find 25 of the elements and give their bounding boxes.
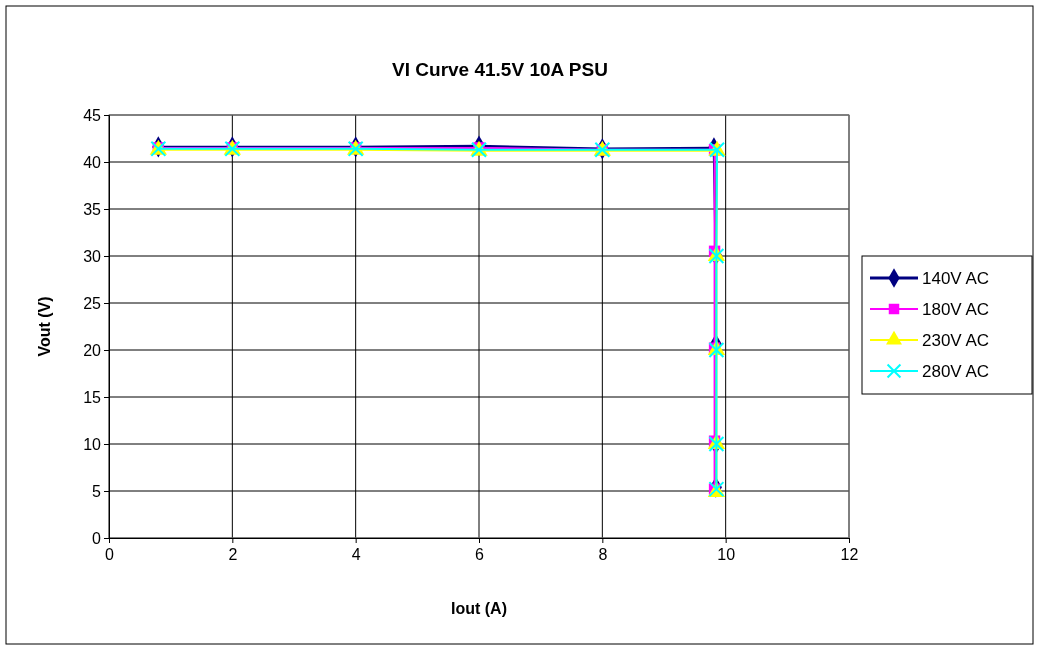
- legend-label: 140V AC: [922, 269, 990, 288]
- y-tick-label: 45: [83, 106, 102, 124]
- legend-label: 180V AC: [922, 300, 990, 319]
- x-tick-label: 6: [475, 546, 485, 564]
- x-tick-label: 12: [840, 546, 859, 564]
- y-tick-label: 10: [83, 435, 102, 453]
- y-tick-label: 25: [83, 294, 102, 312]
- y-tick-label: 20: [83, 341, 102, 359]
- x-tick-label: 8: [598, 546, 608, 564]
- legend-label: 230V AC: [922, 331, 990, 350]
- x-tick-label: 2: [228, 546, 238, 564]
- chart-title: VI Curve 41.5V 10A PSU: [392, 59, 608, 80]
- point: [708, 341, 725, 359]
- y-tick-label: 0: [92, 529, 102, 547]
- y-tick-label: 35: [83, 200, 102, 218]
- y-tick-label: 30: [83, 247, 102, 265]
- x-tick-label: 10: [717, 546, 736, 564]
- y-tick-label: 15: [83, 388, 102, 406]
- x-tick-label: 4: [351, 546, 361, 564]
- legend-label: 280V AC: [922, 362, 990, 381]
- x-tick-label: 0: [105, 546, 115, 564]
- y-tick-label: 40: [83, 153, 102, 171]
- x-axis-title: Iout (A): [451, 600, 507, 617]
- y-axis-title: Vout (V): [36, 296, 53, 357]
- y-tick-label: 5: [92, 482, 102, 500]
